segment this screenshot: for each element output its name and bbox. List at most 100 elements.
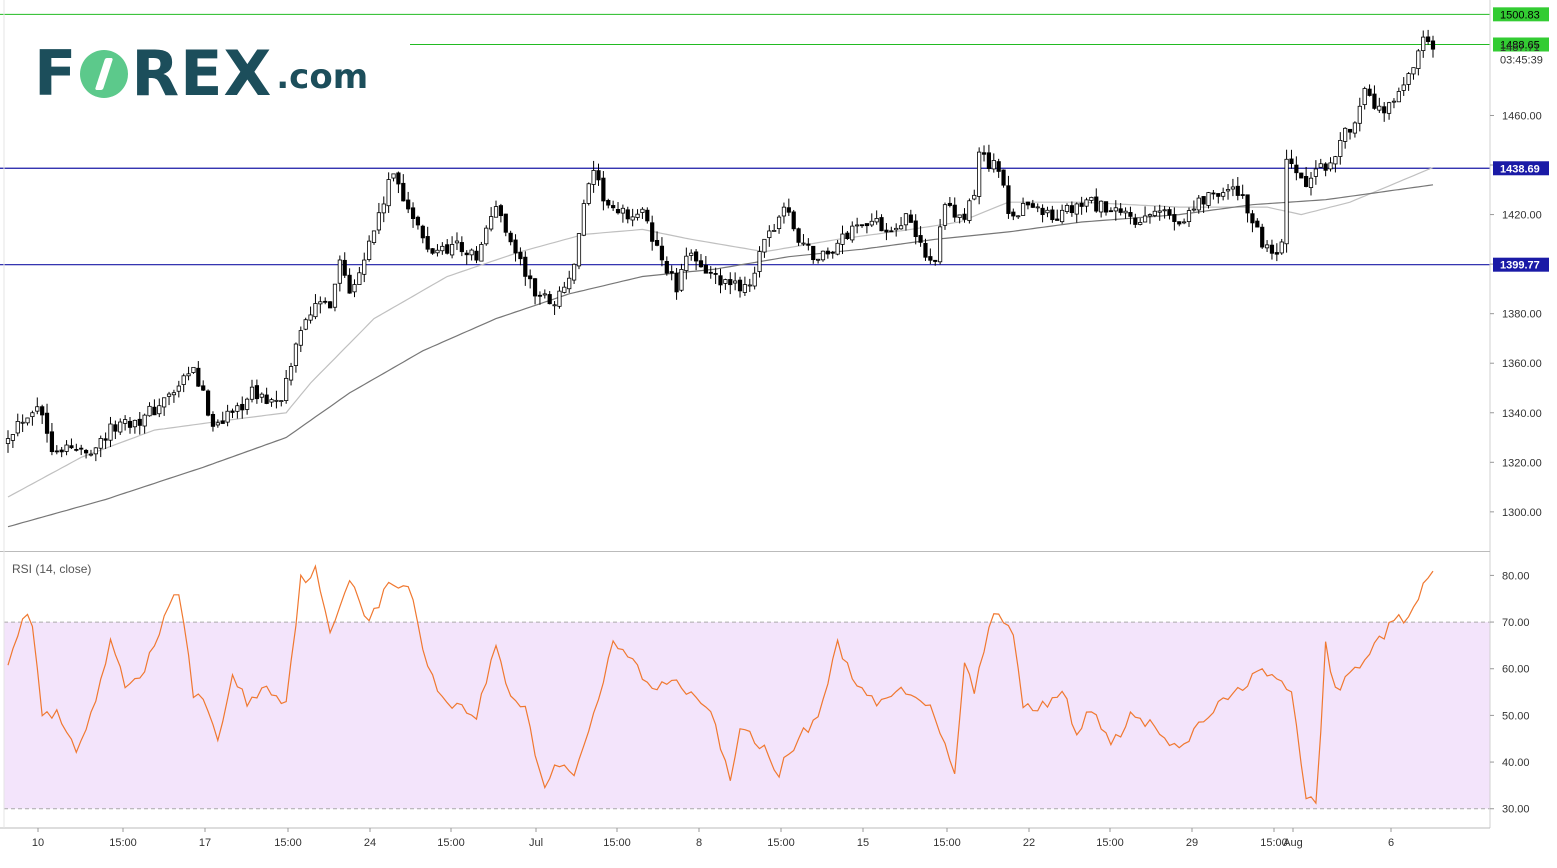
time-tick-label: Aug (1283, 837, 1303, 849)
candle-body (171, 392, 177, 396)
candle-body (820, 250, 826, 261)
candle-body (972, 194, 977, 200)
candle-body (1040, 207, 1045, 215)
logo-wordmark: F REX (34, 37, 273, 110)
candle-body (874, 218, 879, 223)
candle-body (30, 412, 35, 418)
candle-body (1279, 241, 1284, 254)
candle-body (430, 248, 435, 254)
candle-body (1318, 163, 1323, 168)
candle-body (1416, 50, 1421, 69)
time-tick-label: 24 (364, 837, 376, 849)
candle-body (1001, 169, 1006, 186)
candle-body (547, 294, 552, 305)
candle-body (850, 225, 855, 241)
candle-body (728, 279, 733, 286)
price-tick-label: 1420.00 (1502, 210, 1542, 222)
candle-body (386, 179, 391, 207)
candle-body (1274, 252, 1279, 255)
candle-body (1347, 128, 1353, 133)
candle-body (1123, 210, 1128, 214)
candle-body (44, 412, 50, 434)
candle-body (1294, 164, 1299, 174)
price-tag-box (1493, 7, 1549, 22)
candle-body (830, 251, 835, 254)
candle-body (323, 300, 328, 303)
candle-body (254, 385, 259, 400)
candle-body (474, 250, 479, 261)
candle-body (83, 449, 89, 454)
price-tick-label: 1360.00 (1502, 358, 1542, 370)
candle-body (142, 414, 147, 427)
candle-body (25, 417, 30, 424)
time-tick-label: 15:00 (437, 837, 465, 849)
candle-body (1240, 194, 1245, 196)
x-axis-labels: 10 15:00 17 15:00 24 15:00 Jul 15:00 8 15:00 15 15:… (32, 837, 1394, 849)
candle-body (889, 230, 894, 233)
candle-body (811, 245, 816, 261)
candle-body (840, 233, 845, 245)
candle-body (313, 303, 318, 318)
candle-body (1113, 207, 1118, 212)
candle-body (816, 258, 821, 261)
forex-logo: F REX .com (14, 34, 410, 114)
candle-body (459, 242, 464, 253)
time-tick-label: 15:00 (933, 837, 961, 849)
time-tick-label: 22 (1023, 837, 1035, 849)
time-tick-label: 29 (1186, 837, 1198, 849)
candle-body (625, 209, 630, 220)
candle-body (1147, 214, 1153, 217)
candle-body (1196, 197, 1201, 211)
horizontal-levels[interactable] (0, 13, 1490, 266)
time-tick-label: 15 (857, 837, 869, 849)
candle-body (1103, 201, 1109, 213)
candle-body (1016, 215, 1021, 218)
candle-body (1030, 203, 1035, 208)
candle-body (298, 330, 303, 346)
price-tick-label: 1300.00 (1502, 507, 1542, 519)
candle-body (635, 213, 640, 218)
candle-body (664, 261, 669, 274)
candle-body (747, 284, 752, 287)
candle-body (454, 240, 460, 244)
candle-body (518, 251, 523, 260)
price-tag-box (1493, 37, 1549, 52)
candle-body (469, 249, 474, 256)
candle-body (293, 343, 299, 366)
candle-body (557, 290, 562, 307)
candle-body (1221, 192, 1226, 197)
candle-body (225, 410, 230, 423)
candle-body (259, 393, 264, 398)
candle-body (650, 222, 655, 242)
candle-body (698, 260, 704, 268)
candle-body (1025, 201, 1031, 206)
rsi-tick-label: 60.00 (1502, 664, 1530, 676)
candle-body (991, 160, 996, 170)
candle-body (825, 250, 830, 255)
candle-body (215, 422, 220, 426)
moving-average-fast (7, 166, 1434, 498)
candle-body (1133, 217, 1138, 225)
candle-body (484, 227, 489, 245)
candle-body (108, 423, 113, 441)
candle-body (113, 424, 118, 432)
candle-body (562, 286, 567, 293)
candle-body (264, 394, 269, 404)
candle-body (318, 301, 323, 305)
candle-body (742, 284, 748, 293)
candle-body (337, 259, 342, 284)
candle-body (362, 259, 367, 275)
candle-body (103, 438, 108, 441)
candle-body (864, 223, 870, 227)
candle-body (245, 398, 250, 410)
candle-body (288, 366, 294, 381)
candle-body (1020, 203, 1026, 216)
candle-body (79, 447, 84, 450)
candle-body (513, 239, 518, 254)
price-tick-label: 1460.00 (1502, 110, 1542, 122)
candle-body (757, 251, 762, 272)
candle-body (1186, 210, 1192, 222)
candle-body (601, 177, 606, 202)
